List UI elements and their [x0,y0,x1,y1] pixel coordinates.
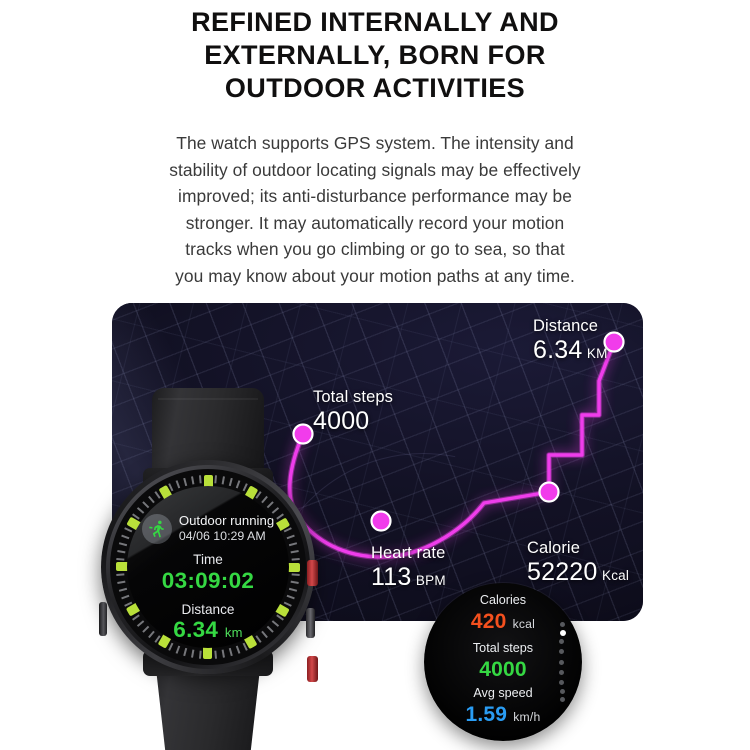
route-markers [292,331,625,532]
distance-unit: KM [586,346,608,361]
total-steps-title: Total steps [313,388,393,406]
speed-value: 1.59 [465,703,508,726]
speed-unit: km/h [513,710,541,724]
watch-distance-row: Distance 6.34 km [127,602,289,643]
time-value: 03:09:02 [161,568,255,593]
page-dot[interactable] [559,630,566,637]
body-line-3: improved; its anti-disturbance performan… [178,186,572,207]
activity-stats-widget: Calories 420 kcal Total steps 4000 Avg s… [424,583,582,741]
page-dot[interactable] [559,679,565,685]
smartwatch-product: Outdoor running 04/06 10:29 AM Time 03:0… [83,388,333,750]
page-dot[interactable] [559,639,565,645]
stats-list: Calories 420 kcal Total steps 4000 Avg s… [424,592,582,733]
stat-calories: Calories 420 kcal [424,592,582,637]
stat-total-steps: Total steps 4000 [424,640,582,682]
body-line-6: you may know about your motion paths at … [175,265,575,286]
gps-map-panel [112,303,643,621]
activity-text: Outdoor running 04/06 10:29 AM [179,513,274,544]
body-line-1: The watch supports GPS system. The inten… [176,133,574,153]
speed-label: Avg speed [473,686,533,700]
watch-time-row: Time 03:09:02 [127,552,289,594]
body-line-5: tracks when you go climbing or go to sea… [185,239,565,260]
calorie-value: 52220 [527,558,598,586]
map-label-total-steps: Total steps 4000 [313,387,393,436]
page-dot[interactable] [559,688,565,694]
watch-case: Outdoor running 04/06 10:29 AM Time 03:0… [99,460,318,682]
watch-button-middle[interactable] [306,608,315,638]
time-label: Time [193,552,223,567]
watch-distance-unit: km [224,625,243,640]
page-dot[interactable] [560,696,566,702]
total-steps-value: 4000 [313,407,370,435]
steps-value: 4000 [479,658,527,681]
heart-rate-unit: BPM [415,573,446,588]
calorie-title: Calorie [527,539,580,557]
map-label-heart-rate: Heart rate 113 BPM [371,543,446,592]
gps-route-track [287,331,625,560]
page-dot[interactable] [560,622,566,628]
calories-value: 420 [470,610,507,633]
calories-label: Calories [479,593,527,607]
heart-rate-title: Heart rate [371,544,446,562]
headline-line-1: REFINED INTERNALLY AND [191,7,559,37]
headline-line-2: EXTERNALLY, BORN FOR [204,40,546,70]
page-dot[interactable] [559,649,565,655]
description-paragraph: The watch supports GPS system. The inten… [75,130,675,290]
steps-label: Total steps [472,641,534,655]
watch-face-content: Outdoor running 04/06 10:29 AM Time 03:0… [127,486,289,648]
map-label-distance: Distance 6.34 KM [533,316,608,365]
watch-button-top[interactable] [307,560,318,586]
bezel-major-tick [203,475,213,567]
watch-screen: Outdoor running 04/06 10:29 AM Time 03:0… [127,486,289,648]
page-title: REFINED INTERNALLY AND EXTERNALLY, BORN … [0,6,750,105]
distance-title: Distance [533,317,598,335]
activity-name: Outdoor running [178,513,275,528]
running-man-icon [141,513,172,544]
watch-distance-label: Distance [181,602,235,617]
activity-datetime: 04/06 10:29 AM [178,529,266,543]
body-line-4: stronger. It may automatically record yo… [185,212,565,233]
page-indicator-dots[interactable] [559,613,571,711]
page-dot[interactable] [559,669,565,675]
map-label-calorie: Calorie 52220 Kcal [527,538,629,587]
calories-unit: kcal [512,617,536,631]
watch-button-left[interactable] [99,602,107,636]
watch-button-bottom[interactable] [307,656,318,682]
activity-header: Outdoor running 04/06 10:29 AM [127,513,289,544]
headline-line-3: OUTDOOR ACTIVITIES [224,73,526,103]
body-line-2: stability of outdoor locating signals ma… [169,159,581,180]
heart-rate-value: 113 [371,563,412,591]
stat-avg-speed: Avg speed 1.59 km/h [424,685,582,730]
watch-distance-value: 6.34 [173,617,219,642]
calorie-unit: Kcal [601,568,630,583]
page-dot[interactable] [559,659,564,665]
distance-value: 6.34 [533,336,583,364]
